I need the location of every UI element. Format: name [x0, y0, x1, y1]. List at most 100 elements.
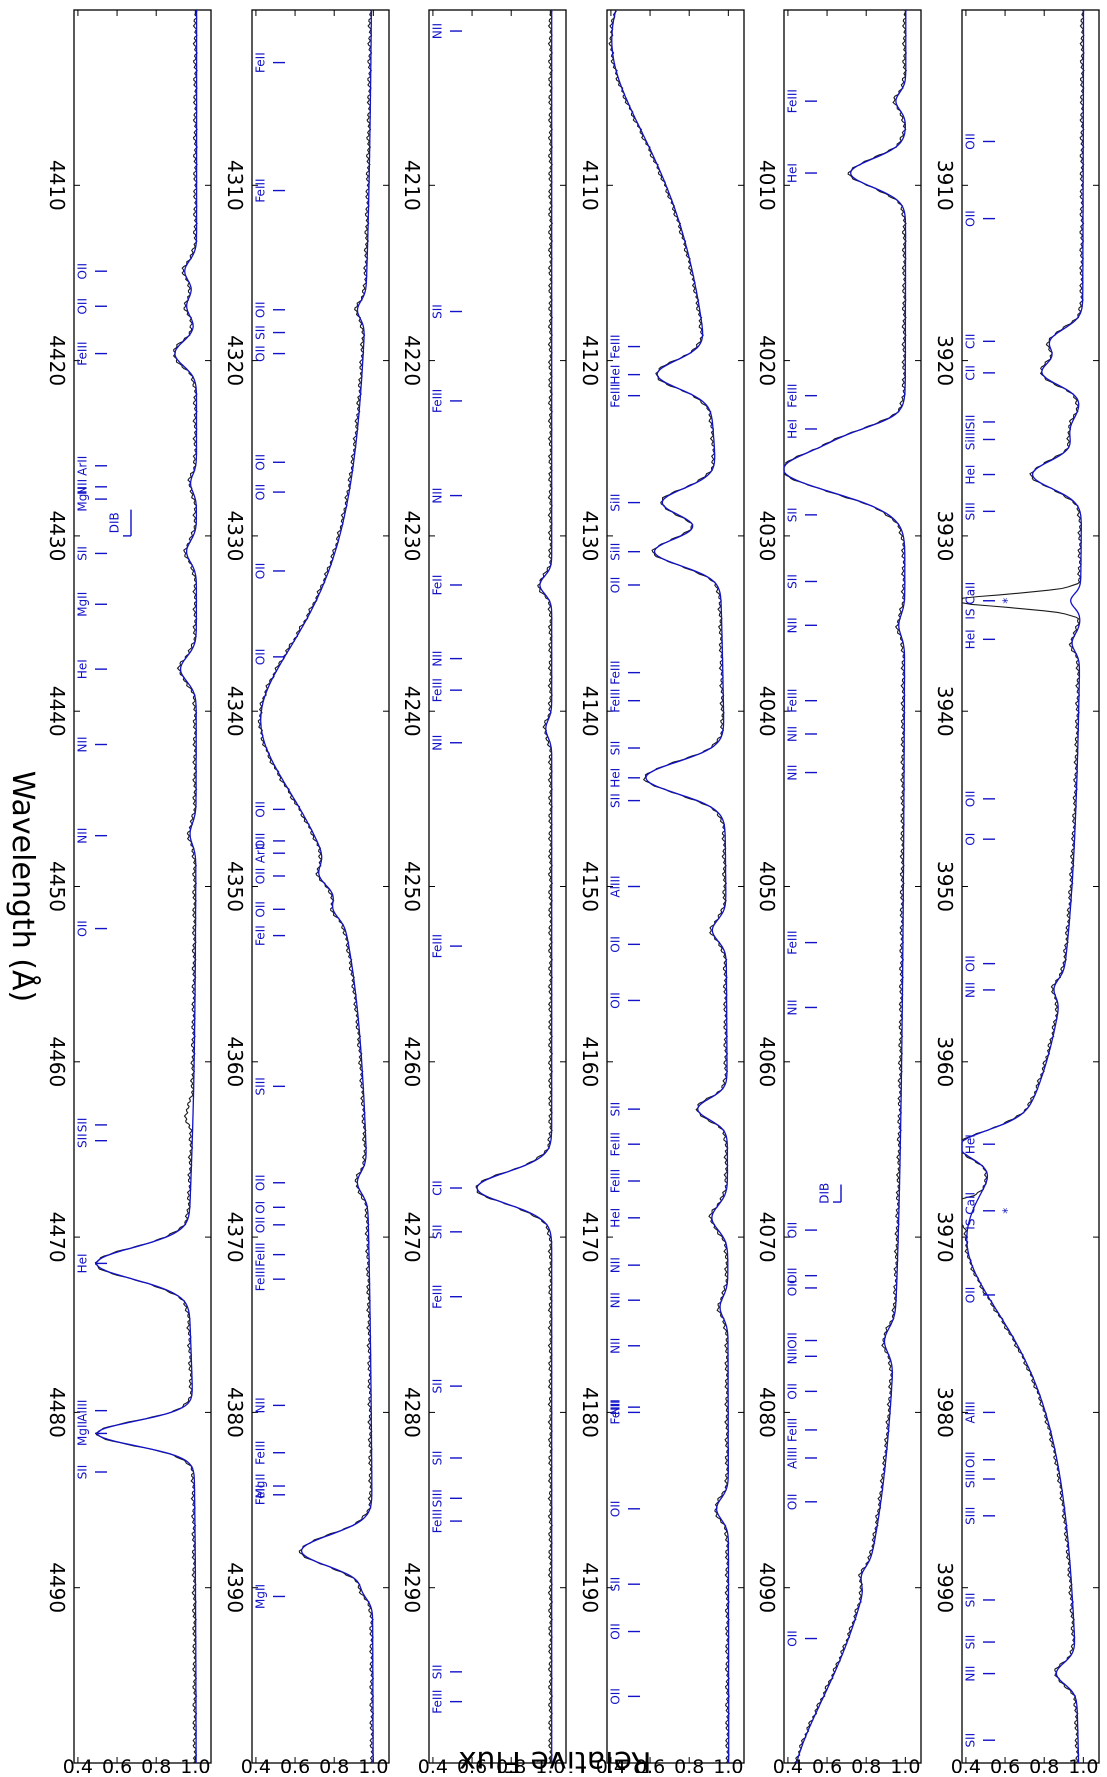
x-tick-label: 3920	[933, 335, 957, 386]
line-id-label: ArII	[76, 456, 90, 476]
y-tick-label: 0.4	[596, 1756, 626, 1773]
x-tick-label: 4370	[223, 1212, 247, 1263]
x-tick-label: 3950	[933, 861, 957, 912]
line-id-label: OII	[76, 263, 90, 280]
line-id-label: HeI	[786, 419, 800, 439]
line-id-label: NII	[609, 1257, 623, 1273]
line-id-label: OII	[609, 992, 623, 1009]
line-id-label: SII	[431, 1664, 445, 1679]
line-id-label: OII	[254, 454, 268, 471]
x-axis-label: Wavelength (Å)	[5, 771, 41, 1002]
line-id-label: FeIII	[786, 930, 800, 954]
line-id-label: NII	[964, 982, 978, 998]
panel-6: 1.0 0.8 0.6 0.4 4410 4420 4430 4440 4450 4460 4470…	[45, 9, 212, 1777]
line-id-label: OII	[254, 563, 268, 580]
y-tick-label: 0.8	[141, 1756, 171, 1773]
line-id-label: FeII	[254, 1484, 268, 1505]
line-id-label: OII	[254, 649, 268, 666]
line-id-label: HeI	[964, 465, 978, 485]
line-id-label: MgII	[76, 1421, 90, 1446]
panel-frame	[73, 9, 212, 1764]
panel-frame	[961, 9, 1100, 1764]
x-tick-label: 4050	[755, 861, 779, 912]
x-tick-label: 4360	[223, 1036, 247, 1087]
line-id-label: FeII	[254, 52, 268, 73]
line-id-label: SiII	[609, 494, 623, 512]
observed-spectrum	[257, 9, 375, 1764]
panel-5: 1.0 0.8 0.6 0.4 4310 4320 4330 4340 4350 4360 4370…	[223, 9, 390, 1777]
panel-2: 1.0 0.8 0.6 0.4 4010 4020 4030 4040 4050 4060 4070…	[755, 9, 922, 1777]
observed-spectrum	[608, 9, 730, 1764]
line-id-label: FeIII	[786, 89, 800, 113]
model-spectrum	[783, 10, 907, 1764]
observed-spectrum	[475, 9, 554, 1764]
observed-spectrum	[961, 9, 1085, 1764]
observed-spectrum	[94, 9, 198, 1764]
x-tick-label: 3930	[933, 510, 957, 561]
panel-4: 1.0 0.8 0.6 0.4 4210 4220 4230 4240 4250 4260 4270…	[400, 9, 567, 1777]
line-id-label: FeIII	[609, 1400, 623, 1424]
line-id-label: SiII	[609, 543, 623, 561]
line-id-label: IS CaII	[964, 582, 978, 620]
line-id-label: SII	[431, 1224, 445, 1239]
line-id-label: OII	[254, 301, 268, 318]
line-id-label: SIII	[254, 1077, 268, 1095]
line-id-label: OII	[254, 484, 268, 501]
line-id-label: OII	[76, 298, 90, 315]
line-id-label: OI	[964, 833, 978, 846]
line-id-label: FeIII	[431, 1285, 445, 1309]
line-id-label: NII	[786, 1348, 800, 1364]
line-id-label: OI	[254, 1201, 268, 1214]
line-id-label: SII	[609, 793, 623, 808]
line-id-label: HeI	[609, 1208, 623, 1228]
line-id-label: OII	[964, 1287, 978, 1304]
y-tick-label: 0.4	[63, 1756, 93, 1773]
line-id-label: FeIII	[431, 1690, 445, 1714]
x-tick-label: 4010	[755, 160, 779, 211]
line-id-label: OII	[786, 1280, 800, 1297]
y-tick-label: 0.8	[319, 1756, 349, 1773]
panel-frame	[251, 9, 390, 1764]
x-tick-label: 4380	[223, 1387, 247, 1438]
x-tick-label: 4240	[400, 686, 424, 737]
x-tick-label: 3980	[933, 1387, 957, 1438]
line-id-label: AlIII	[786, 1447, 800, 1469]
x-tick-label: 3960	[933, 1036, 957, 1087]
y-tick-label: 0.6	[457, 1756, 487, 1773]
line-id-label: SII	[431, 1379, 445, 1394]
line-id-label: FeIII	[609, 689, 623, 713]
line-id-label: OII	[786, 1383, 800, 1400]
line-id-label: NII	[431, 488, 445, 504]
line-id-label: OII	[964, 133, 978, 150]
line-id-label: OII	[254, 1174, 268, 1191]
line-id-label: FeIII	[76, 341, 90, 365]
line-id-label: SIII	[431, 1489, 445, 1507]
line-id-label: SII	[609, 1577, 623, 1592]
y-tick-label: 0.8	[1029, 1756, 1059, 1773]
line-id-label: SII	[254, 325, 268, 340]
line-id-label: CII	[431, 1180, 445, 1195]
line-id-label: HeI	[786, 163, 800, 183]
line-id-label: AlIII	[76, 1400, 90, 1422]
line-id-label: FeII	[254, 925, 268, 946]
x-tick-label: 4210	[400, 160, 424, 211]
line-id-label: FeIII	[431, 934, 445, 958]
is-line-marker: *	[996, 598, 1010, 604]
line-id-label: SIII	[964, 1507, 978, 1525]
line-id-label: FeIII	[609, 334, 623, 358]
line-id-label: AlIII	[609, 875, 623, 897]
x-tick-label: 4230	[400, 510, 424, 561]
line-id-label: HeI	[76, 1253, 90, 1273]
line-id-label: NII	[786, 617, 800, 633]
line-id-label: FeIII	[786, 689, 800, 713]
line-id-label: OII	[609, 577, 623, 594]
x-tick-label: 4190	[578, 1562, 602, 1613]
line-id-label: FeIII	[254, 1267, 268, 1291]
line-id-label: SIII	[964, 1470, 978, 1488]
line-id-label: FeIII	[786, 384, 800, 408]
y-tick-label: 0.6	[280, 1756, 310, 1773]
x-tick-label: 4090	[755, 1562, 779, 1613]
line-id-label: HeI	[964, 629, 978, 649]
panel-frame	[783, 9, 922, 1764]
